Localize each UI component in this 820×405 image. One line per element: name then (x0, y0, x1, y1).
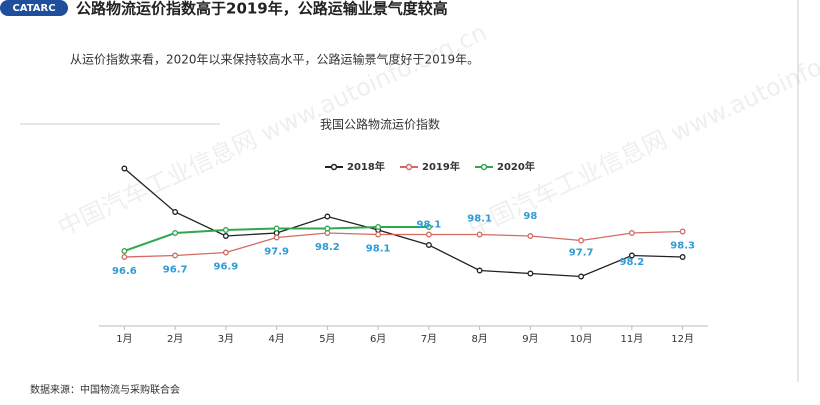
point (324, 213, 331, 220)
x-tick-label: 7月 (421, 333, 437, 345)
x-tick-label: 5月 (319, 333, 335, 345)
x-tick-label: 8月 (471, 333, 487, 345)
x-tick-label: 6月 (370, 333, 386, 345)
x-tick-label: 3月 (218, 333, 234, 345)
data-label: 98.1 (467, 214, 492, 225)
point (679, 228, 686, 235)
legend-marker (480, 163, 488, 171)
x-tick-label: 11月 (621, 333, 644, 345)
point (578, 237, 585, 244)
series-line (123, 168, 683, 278)
logo: CATARC (12, 3, 55, 14)
source: 数据来源：中国物流与采购联合会 (30, 383, 180, 396)
subtitle: 从运价指数来看，2020年以来保持较高水平，公路运输景气度好于2019年。 (70, 52, 479, 67)
legend-label: 2018年 (347, 160, 385, 173)
point (628, 252, 635, 259)
point (628, 230, 635, 236)
point (172, 209, 179, 215)
slide-title: 公路物流运价指数高于2019年，公路运输业景气度较高 (76, 0, 448, 18)
watermark: 中国汽车工业信息网 www.autoinfo.org.cn (464, 18, 820, 242)
point (222, 249, 229, 256)
data-label: 98.1 (417, 220, 442, 231)
point (172, 230, 179, 236)
point (222, 233, 229, 239)
data-label: 98.2 (620, 257, 645, 268)
x-tick-label: 4月 (268, 333, 284, 345)
point (222, 227, 229, 233)
data-label: 97.9 (264, 247, 289, 258)
x-tick-label: 2月 (167, 333, 183, 345)
point (425, 231, 432, 238)
point (121, 254, 128, 260)
data-label: 98.1 (366, 244, 391, 255)
series-line (124, 230, 683, 258)
legend-label: 2020年 (497, 160, 535, 173)
legend-label: 2019年 (422, 160, 460, 173)
point (527, 270, 534, 277)
point (273, 225, 280, 232)
x-tick-label: 9月 (522, 333, 538, 345)
point (425, 242, 432, 248)
x-tick-label: 10月 (570, 333, 593, 345)
data-label: 96.9 (214, 262, 239, 273)
logo-badge (0, 0, 68, 16)
point (324, 225, 331, 232)
point (679, 254, 686, 260)
point (172, 252, 179, 259)
data-label: 98 (523, 211, 537, 222)
point (375, 224, 382, 230)
point (527, 233, 534, 239)
chart-title: 我国公路物流运价指数 (320, 117, 440, 132)
legend-marker (405, 163, 413, 171)
legend-marker (330, 163, 338, 171)
x-tick-label: 1月 (116, 333, 132, 345)
data-label: 98.2 (315, 242, 340, 253)
point (273, 234, 280, 241)
point (121, 248, 128, 254)
data-label: 98.3 (670, 241, 695, 252)
data-label: 96.6 (112, 266, 137, 277)
data-label: 97.7 (569, 248, 594, 259)
point (121, 165, 128, 172)
x-tick-label: 12月 (671, 333, 694, 345)
point (476, 267, 483, 274)
point (425, 224, 432, 230)
data-label: 96.7 (163, 265, 188, 276)
point (476, 231, 483, 238)
point (578, 273, 585, 280)
point (375, 231, 382, 238)
